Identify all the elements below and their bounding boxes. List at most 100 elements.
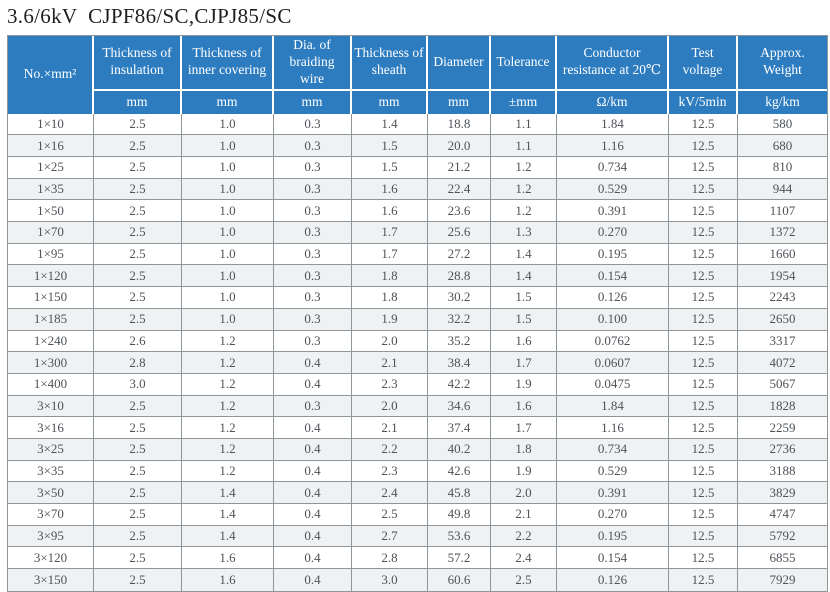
cell: 2.1: [352, 352, 428, 374]
cell: 1.5: [491, 287, 557, 309]
cell: 2.5: [94, 482, 182, 504]
table-row: 1×240 2.6 1.2 0.3 2.0 35.2 1.6 0.0762 12.5 3317: [8, 330, 827, 353]
cell: 1×25: [8, 157, 94, 179]
cell: 3×16: [8, 417, 94, 439]
cell: 2.5: [94, 243, 182, 266]
cell: 2.5: [94, 438, 182, 461]
cell: 1.0: [182, 243, 274, 266]
cell: 12.5: [669, 373, 738, 396]
table-row: 3×50 2.5 1.4 0.4 2.4 45.8 2.0 0.391 12.5 3829: [8, 482, 827, 504]
cell: 1.2: [491, 200, 557, 223]
cell: 2.4: [491, 547, 557, 570]
cell: 3×70: [8, 504, 94, 526]
cell: 12.5: [669, 417, 738, 439]
unit-insulation: mm: [94, 90, 182, 114]
cell: 944: [738, 178, 827, 201]
cell: 2.2: [352, 438, 428, 461]
table-row: 3×120 2.5 1.6 0.4 2.8 57.2 2.4 0.154 12.5 6855: [8, 547, 827, 570]
cell: 49.8: [428, 504, 491, 526]
cell: 1.6: [491, 395, 557, 418]
cell: 37.4: [428, 417, 491, 439]
table-row: 1×35 2.5 1.0 0.3 1.6 22.4 1.2 0.529 12.5 944: [8, 178, 827, 201]
cell: 1.0: [182, 200, 274, 223]
cell: 34.6: [428, 395, 491, 418]
cell: 2.5: [491, 569, 557, 591]
cell: 1.0: [182, 265, 274, 288]
cell: 12.5: [669, 482, 738, 504]
cell: 1×300: [8, 352, 94, 374]
cell: 0.4: [274, 525, 352, 548]
cell: 2.5: [94, 200, 182, 223]
cell: 0.270: [557, 504, 669, 526]
cell: 1954: [738, 265, 827, 288]
cell: 12.5: [669, 157, 738, 179]
cell: 1.5: [491, 308, 557, 331]
cell: 1×400: [8, 373, 94, 396]
cell: 0.734: [557, 438, 669, 461]
cell: 2.7: [352, 525, 428, 548]
cell: 42.6: [428, 460, 491, 483]
cell: 0.154: [557, 547, 669, 570]
cell: 28.8: [428, 265, 491, 288]
cell: 30.2: [428, 287, 491, 309]
unit-braiding-wire: mm: [274, 90, 352, 114]
cell: 12.5: [669, 287, 738, 309]
cell: 12.5: [669, 395, 738, 418]
cell: 2.5: [94, 395, 182, 418]
cell: 3×25: [8, 438, 94, 461]
table-row: 1×50 2.5 1.0 0.3 1.6 23.6 1.2 0.391 12.5 1107: [8, 200, 827, 223]
cell: 3×10: [8, 395, 94, 418]
cell: 0.126: [557, 287, 669, 309]
cell: 1107: [738, 200, 827, 223]
cell: 12.5: [669, 460, 738, 483]
cell: 0.3: [274, 395, 352, 418]
cell: 1.2: [182, 373, 274, 396]
cell: 20.0: [428, 135, 491, 157]
cell: 1×95: [8, 243, 94, 266]
cell: 12.5: [669, 222, 738, 244]
cell: 12.5: [669, 547, 738, 570]
table-row: 1×400 3.0 1.2 0.4 2.3 42.2 1.9 0.0475 12.5 5067: [8, 373, 827, 396]
cell: 1.2: [182, 460, 274, 483]
cell: 12.5: [669, 308, 738, 331]
table-body: 1×10 2.5 1.0 0.3 1.4 18.8 1.1 1.84 12.5 580 1×16 2.…: [8, 113, 827, 591]
cell: 1×50: [8, 200, 94, 223]
cell: 1.0: [182, 113, 274, 136]
cell: 4747: [738, 504, 827, 526]
cell: 42.2: [428, 373, 491, 396]
cell: 1.16: [557, 417, 669, 439]
cell: 1.1: [491, 135, 557, 157]
col-header-diameter: Diameter: [428, 36, 491, 91]
page-title: 3.6/6kV CJPF86/SC,CJPJ85/SC: [7, 4, 292, 28]
cell: 6855: [738, 547, 827, 570]
cell: 2243: [738, 287, 827, 309]
col-header-insulation-thickness: Thickness of insulation: [94, 36, 182, 91]
cell: 0.0762: [557, 330, 669, 353]
col-header-tolerance: Tolerance: [491, 36, 557, 91]
cell: 2.6: [94, 330, 182, 353]
cell: 12.5: [669, 265, 738, 288]
cell: 12.5: [669, 352, 738, 374]
cell: 5067: [738, 373, 827, 396]
cell: 1.2: [491, 157, 557, 179]
cell: 1.2: [491, 178, 557, 201]
cell: 32.2: [428, 308, 491, 331]
cell: 0.3: [274, 308, 352, 331]
cell: 2.4: [352, 482, 428, 504]
cell: 3188: [738, 460, 827, 483]
cell: 2.5: [94, 287, 182, 309]
cell: 0.4: [274, 547, 352, 570]
cell: 0.195: [557, 525, 669, 548]
table-row: 1×16 2.5 1.0 0.3 1.5 20.0 1.1 1.16 12.5 680: [8, 135, 827, 157]
header-unit-row: mm mm mm mm mm ±mm Ω/km kV/5min kg/km: [8, 90, 827, 114]
unit-test-voltage: kV/5min: [669, 90, 738, 114]
col-header-inner-covering-thickness: Thickness of inner covering: [182, 36, 274, 91]
cell: 12.5: [669, 438, 738, 461]
cell: 1×150: [8, 287, 94, 309]
cell: 3×120: [8, 547, 94, 570]
cell: 2650: [738, 308, 827, 331]
cell: 57.2: [428, 547, 491, 570]
cell: 2.5: [94, 308, 182, 331]
cell: 0.3: [274, 330, 352, 353]
cell: 35.2: [428, 330, 491, 353]
